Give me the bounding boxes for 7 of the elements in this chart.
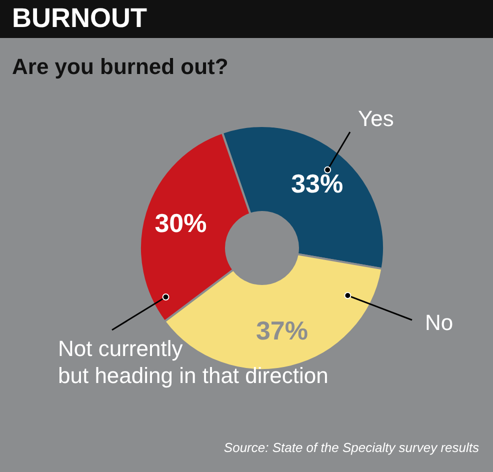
data-label: 33% — [291, 168, 344, 198]
source-note: Source: State of the Specialty survey results — [224, 440, 479, 455]
chart-subtitle: Are you burned out? — [12, 54, 228, 80]
slice-label: Yes — [358, 106, 394, 131]
data-label: 30% — [154, 208, 207, 238]
slice-label: No — [425, 310, 454, 335]
chart-title: BURNOUT — [12, 3, 147, 34]
